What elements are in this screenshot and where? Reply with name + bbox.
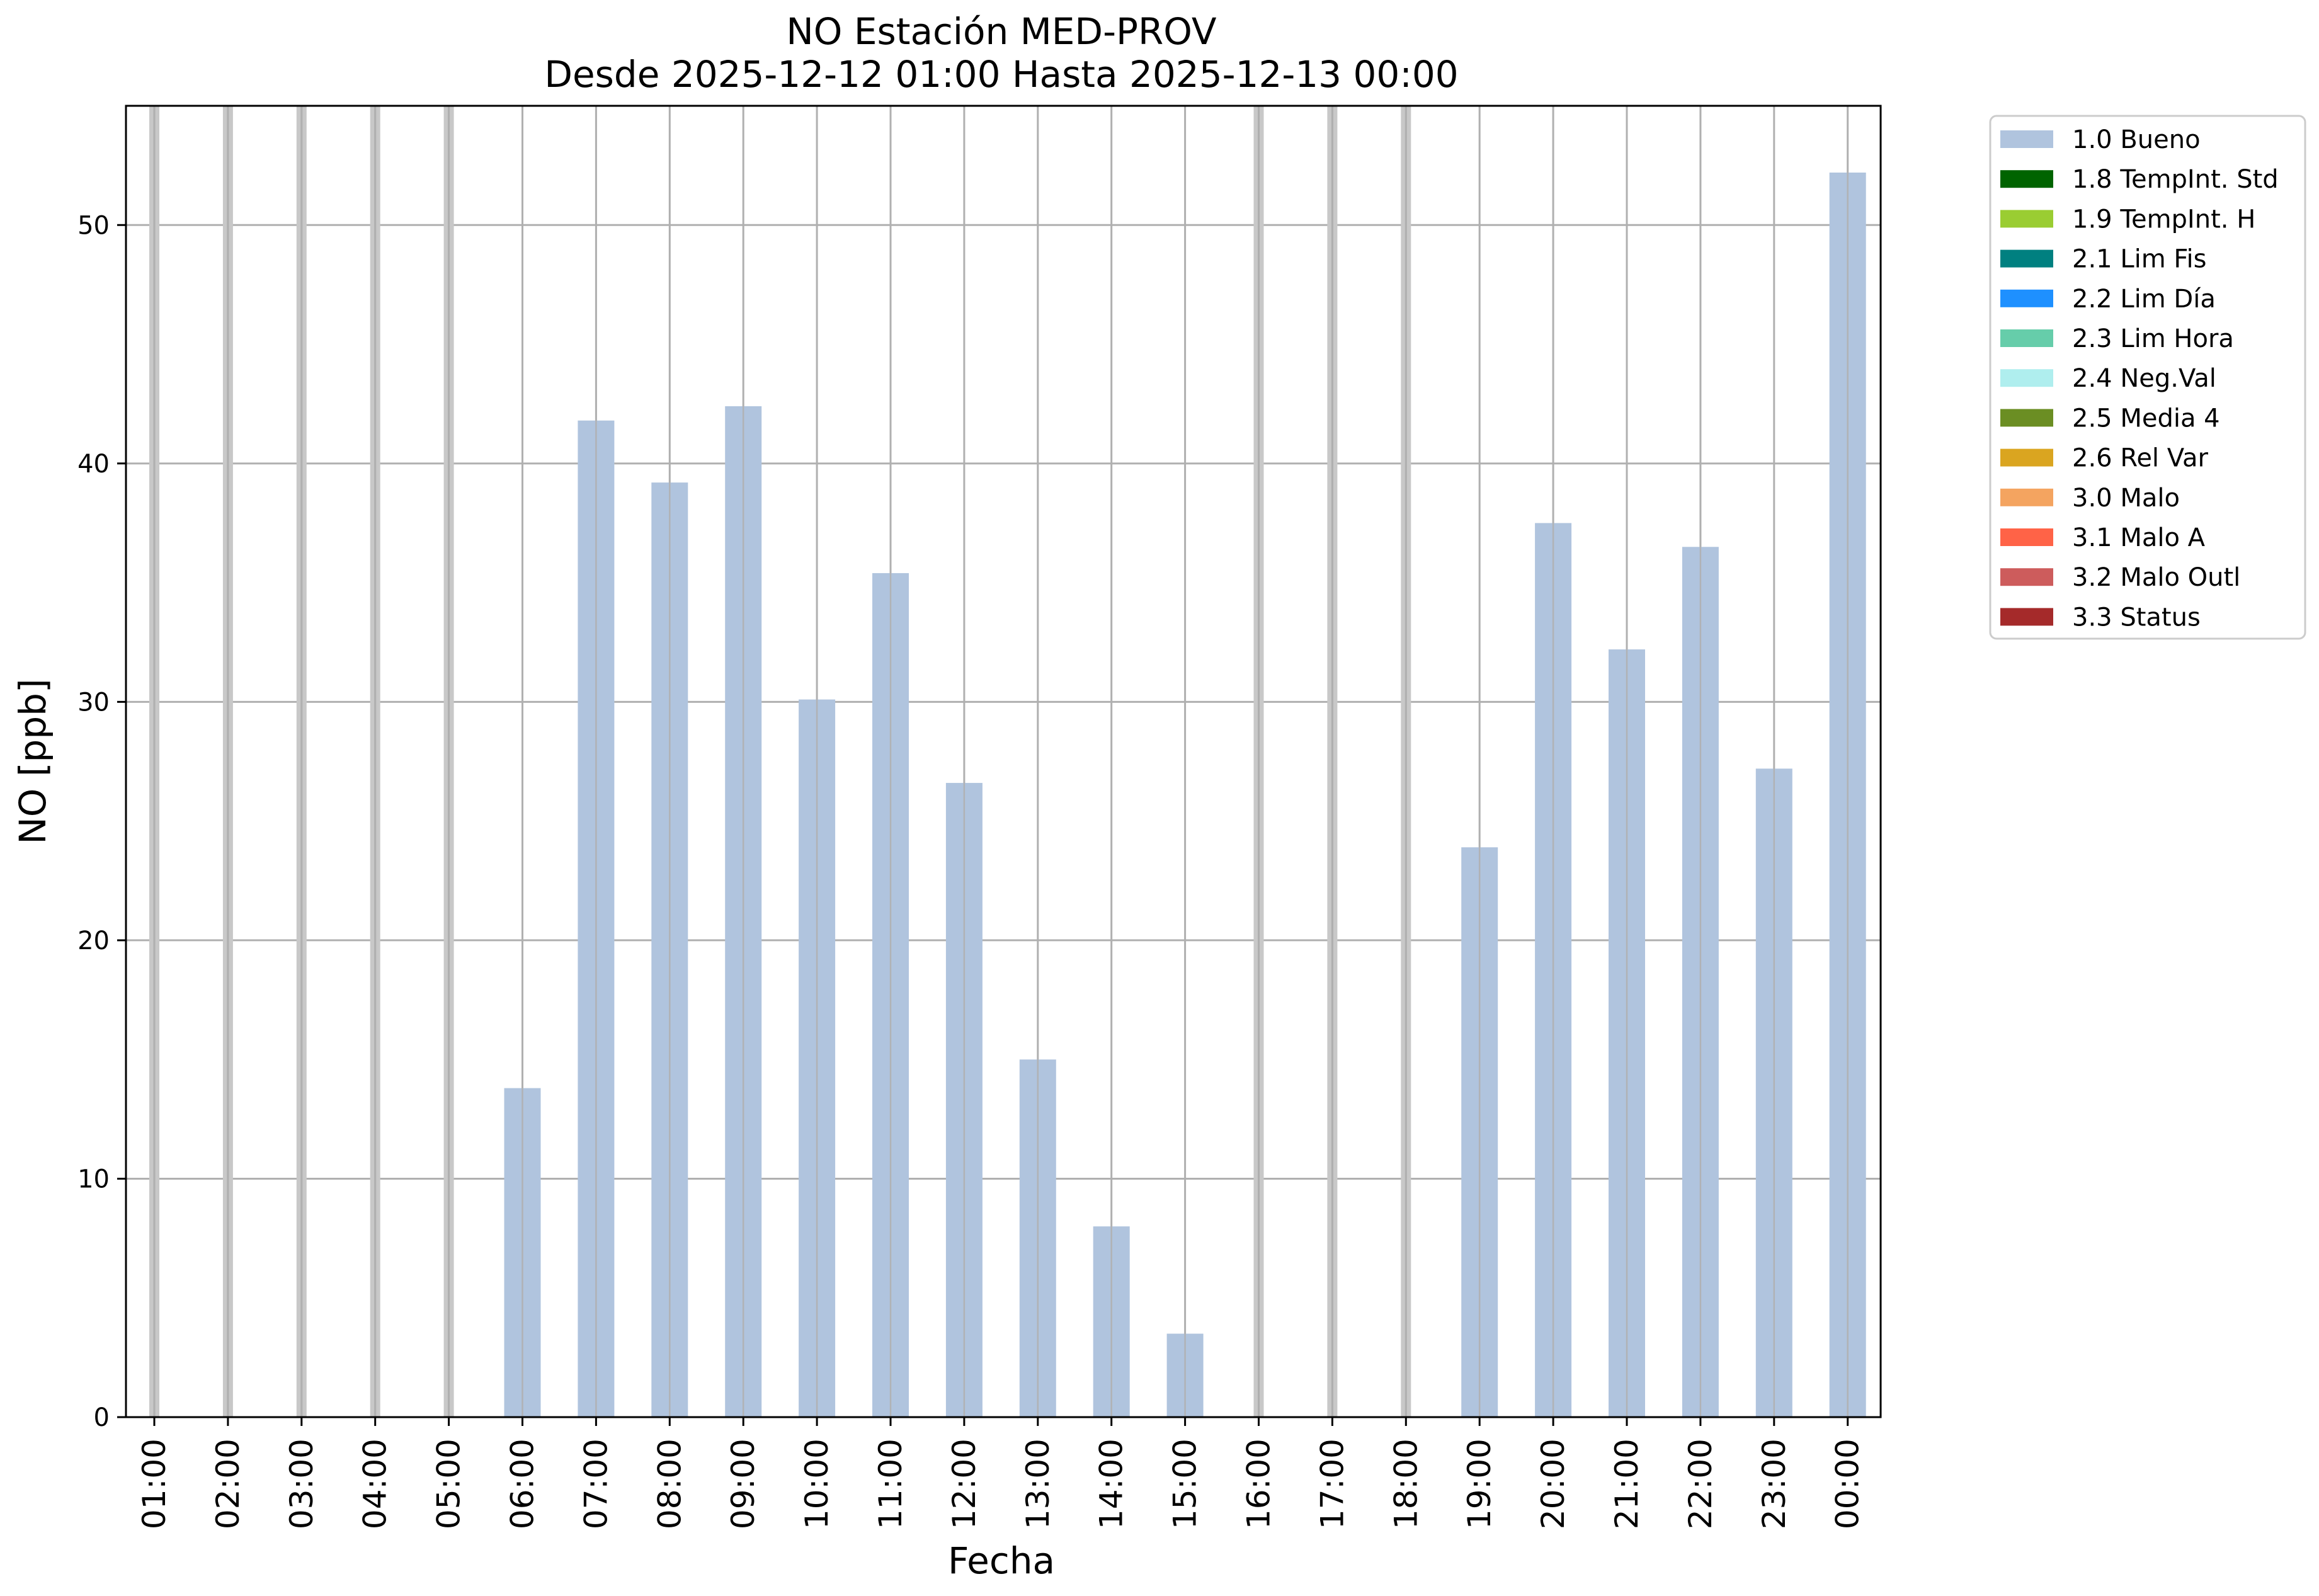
legend: 1.0 Bueno 1.8 TempInt. Std 1.9 TempInt. H 2… (1989, 115, 2306, 640)
x-tick-label: 05:00 (431, 1439, 467, 1529)
x-tick-label: 16:00 (1241, 1439, 1277, 1529)
x-tick-label: 21:00 (1609, 1439, 1645, 1529)
legend-label: 3.0 Malo (2072, 484, 2180, 513)
chart-title: NO Estación MED-PROV (786, 10, 1216, 53)
legend-label: 2.6 Rel Var (2072, 444, 2209, 473)
legend-label: 3.1 Malo A (2072, 523, 2206, 552)
x-tick-label: 08:00 (651, 1439, 688, 1529)
chart-subtitle: Desde 2025-12-12 01:00 Hasta 2025-12-13 … (544, 53, 1458, 96)
legend-swatch (2000, 289, 2053, 307)
y-tick-label: 40 (77, 450, 110, 479)
legend-label: 2.4 Neg.Val (2072, 364, 2216, 393)
legend-swatch (2000, 409, 2053, 427)
legend-swatch (2000, 488, 2053, 506)
y-tick-label: 10 (77, 1165, 110, 1194)
legend-swatch (2000, 448, 2053, 467)
x-tick-label: 19:00 (1461, 1439, 1498, 1529)
x-tick-label: 17:00 (1314, 1439, 1350, 1529)
y-tick-label: 50 (77, 211, 110, 240)
legend-swatch (2000, 329, 2053, 347)
bars (153, 106, 1866, 1418)
legend-label: 2.2 Lim Día (2072, 285, 2216, 314)
x-tick-label: 06:00 (504, 1439, 541, 1529)
x-tick-label: 03:00 (283, 1439, 320, 1529)
legend-frame (1989, 115, 2306, 640)
x-tick-label: 02:00 (210, 1439, 246, 1529)
legend-swatch (2000, 528, 2053, 546)
x-tick-label: 01:00 (136, 1439, 173, 1529)
legend-swatch (2000, 608, 2053, 626)
legend-label: 2.1 Lim Fis (2072, 245, 2206, 274)
legend-label: 3.2 Malo Outl (2072, 563, 2240, 592)
legend-label: 1.9 TempInt. H (2072, 205, 2255, 234)
x-tick-label: 11:00 (872, 1439, 909, 1529)
x-tick-label: 14:00 (1093, 1439, 1130, 1529)
x-tick-label: 07:00 (578, 1439, 614, 1529)
y-axis-label: NO [ppb] (11, 678, 54, 844)
legend-label: 1.8 TempInt. Std (2072, 165, 2279, 194)
legend-swatch (2000, 369, 2053, 387)
y-axis-ticks: 0 10 20 30 40 50 (77, 211, 126, 1432)
plot-area-frame (125, 105, 1882, 1418)
y-tick-label: 20 (77, 926, 110, 955)
legend-label: 2.5 Media 4 (2072, 404, 2220, 433)
legend-swatch (2000, 210, 2053, 228)
x-tick-label: 15:00 (1167, 1439, 1204, 1529)
x-tick-label: 04:00 (357, 1439, 394, 1529)
y-tick-label: 0 (94, 1403, 110, 1432)
legend-label: 1.0 Bueno (2072, 125, 2201, 154)
legend-swatch (2000, 130, 2053, 148)
legend-swatch (2000, 568, 2053, 586)
x-tick-label: 12:00 (946, 1439, 983, 1529)
legend-label: 2.3 Lim Hora (2072, 324, 2234, 353)
x-tick-label: 10:00 (799, 1439, 835, 1529)
legend-swatch (2000, 170, 2053, 188)
x-axis-ticks: 01:00 02:00 03:00 04:00 05:00 06:00 07:00 08:00… (136, 1417, 1866, 1529)
x-tick-label: 00:00 (1830, 1439, 1866, 1529)
x-tick-label: 22:00 (1682, 1439, 1719, 1529)
x-tick-label: 13:00 (1020, 1439, 1056, 1529)
legend-label: 3.3 Status (2072, 603, 2201, 632)
x-tick-label: 09:00 (725, 1439, 761, 1529)
x-tick-label: 23:00 (1756, 1439, 1792, 1529)
x-tick-label: 20:00 (1535, 1439, 1571, 1529)
x-axis-label: Fecha (948, 1539, 1055, 1582)
x-tick-label: 18:00 (1387, 1439, 1424, 1529)
y-tick-label: 30 (77, 688, 110, 717)
legend-swatch (2000, 249, 2053, 268)
